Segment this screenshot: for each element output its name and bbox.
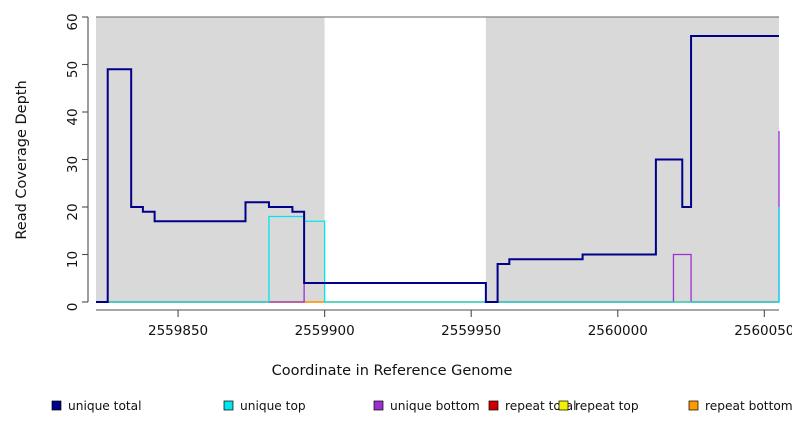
legend-swatch-unique-top bbox=[223, 400, 234, 411]
x-tick-label: 2560000 bbox=[588, 323, 648, 339]
legend-label-unique-bottom: unique bottom bbox=[390, 399, 480, 413]
legend-swatch-unique-total bbox=[51, 400, 62, 411]
y-tick-label: 50 bbox=[65, 61, 81, 78]
y-tick-label: 10 bbox=[65, 251, 81, 268]
y-tick-label: 40 bbox=[65, 108, 81, 125]
legend-label-unique-total: unique total bbox=[68, 399, 142, 413]
legend-swatch-repeat-bottom bbox=[688, 400, 699, 411]
y-tick-label: 30 bbox=[65, 156, 81, 173]
y-axis-title: Read Coverage Depth bbox=[14, 80, 30, 239]
legend-label-repeat-bottom: repeat bottom bbox=[705, 399, 792, 413]
series-unique-total bbox=[96, 35, 779, 303]
legend-swatch-unique-bottom bbox=[373, 400, 384, 411]
x-tick-label: 2559950 bbox=[441, 323, 501, 339]
y-tick-label: 20 bbox=[65, 203, 81, 220]
region-repeat-region-left bbox=[96, 17, 325, 302]
legend-swatch-repeat-total bbox=[488, 400, 499, 411]
legend-label-repeat-total: repeat total bbox=[505, 399, 576, 413]
x-tick-label: 2559900 bbox=[295, 323, 355, 339]
y-tick-label: 60 bbox=[65, 13, 81, 30]
legend-swatch-repeat-top bbox=[558, 400, 569, 411]
region-gap-region bbox=[324, 17, 486, 302]
legend-label-repeat-top: repeat top bbox=[575, 399, 639, 413]
legend-label-unique-top: unique top bbox=[240, 399, 306, 413]
x-tick-label: 2560050 bbox=[734, 323, 792, 339]
x-tick-label: 2559850 bbox=[148, 323, 208, 339]
y-tick-label: 0 bbox=[65, 303, 81, 312]
x-axis-title: Coordinate in Reference Genome bbox=[272, 363, 513, 379]
